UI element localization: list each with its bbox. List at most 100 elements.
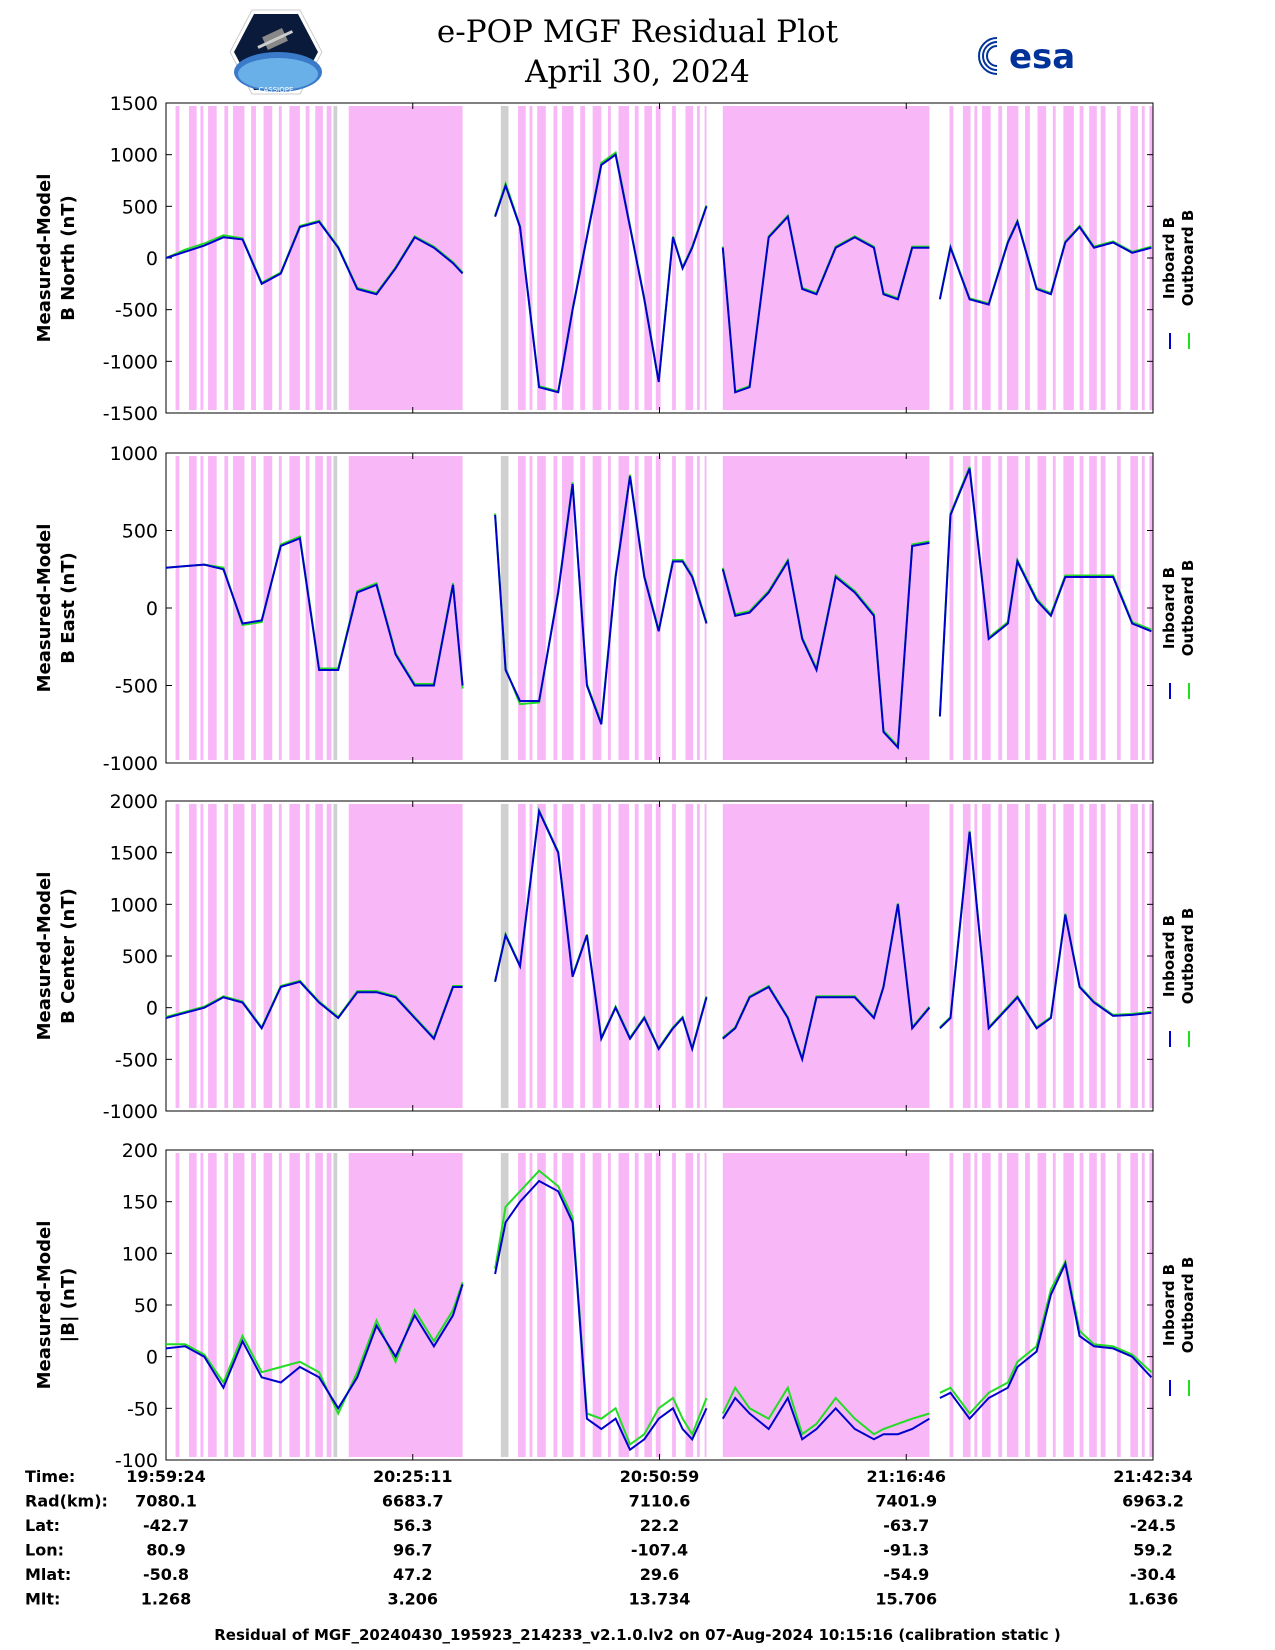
shade-band (1037, 804, 1047, 1108)
shade-band (1116, 456, 1121, 760)
y-tick-label: 1500 (110, 93, 158, 115)
shade-band (655, 804, 661, 1108)
shade-band (1025, 1153, 1030, 1457)
shade-band (200, 106, 204, 410)
shade-band (672, 804, 676, 1108)
shade-band (1025, 804, 1030, 1108)
y-tick-label: 2000 (110, 791, 158, 813)
shade-band (263, 804, 273, 1108)
shade-band (1063, 804, 1074, 1108)
x-tick-label-lat: 22.2 (640, 1516, 679, 1535)
shade-band (634, 1153, 639, 1457)
shade-band (529, 106, 533, 410)
shade-band (644, 1153, 652, 1457)
inboard-series-line (494, 807, 708, 1053)
shade-band (200, 456, 204, 760)
x-tick-label-time: 20:25:11 (373, 1467, 453, 1486)
shade-band (685, 1153, 694, 1457)
shade-band (326, 1153, 332, 1457)
shade-band (200, 804, 204, 1108)
x-tick-label-lat: 56.3 (393, 1516, 432, 1535)
shade-band (634, 804, 639, 1108)
shade-band (607, 456, 611, 760)
shade-band (1141, 804, 1145, 1108)
shade-band (685, 804, 694, 1108)
x-tick-label-mlt: 13.734 (629, 1590, 691, 1609)
shade-band (278, 1153, 282, 1457)
shade-band (251, 106, 256, 410)
shade-band (685, 106, 694, 410)
x-tick-label-mlt: 3.206 (387, 1590, 438, 1609)
shade-band (232, 456, 245, 760)
shade-band (326, 106, 332, 410)
shade-band (696, 804, 700, 1108)
shade-band (175, 804, 180, 1108)
shade-band (518, 456, 526, 760)
chart-title: e-POP MGF Residual Plot (436, 14, 839, 50)
shade-band (278, 106, 282, 410)
shade-band (315, 106, 323, 410)
y-tick-label: 1000 (110, 145, 158, 167)
y-axis-label: Measured-Model B North (nT) (34, 174, 79, 343)
x-tick-label-mlat: 47.2 (393, 1565, 432, 1584)
shade-band (1006, 804, 1019, 1108)
legend-label-outboard: Outboard B (1179, 560, 1197, 657)
shade-band (1089, 1153, 1097, 1457)
shade-band (1063, 106, 1074, 410)
shade-band (224, 106, 229, 410)
shade-band (232, 1153, 245, 1457)
outboard-series-line (166, 1281, 464, 1416)
shade-band (1079, 106, 1084, 410)
gap-band (333, 456, 338, 760)
shade-band (518, 1153, 526, 1457)
shade-band (1006, 456, 1019, 760)
shade-band (998, 456, 1003, 760)
inboard-series-line (494, 152, 708, 394)
shade-band (537, 1153, 546, 1457)
shade-band (704, 456, 707, 760)
x-tick-label-lon: -107.4 (631, 1541, 688, 1560)
shade-band (1130, 456, 1138, 760)
shade-band (1141, 106, 1145, 410)
y-tick-label: 0 (146, 1347, 158, 1369)
axis-row-label: Lon: (25, 1541, 64, 1560)
shade-band (696, 456, 700, 760)
shade-band (592, 804, 602, 1108)
shade-band (1141, 456, 1145, 760)
axis-row-label: Lat: (25, 1516, 60, 1535)
shade-band (1052, 804, 1056, 1108)
shade-band (1100, 804, 1106, 1108)
shade-band (607, 1153, 611, 1457)
shade-band (326, 804, 332, 1108)
shade-band (982, 804, 991, 1108)
y-tick-label: 0 (146, 598, 158, 620)
shade-band (562, 456, 574, 760)
shade-band (974, 456, 978, 760)
shade-band (644, 456, 652, 760)
shade-band (305, 804, 310, 1108)
x-tick-label-mlat: -54.9 (883, 1565, 929, 1584)
x-tick-label-lat: -63.7 (883, 1516, 929, 1535)
shade-band (553, 804, 558, 1108)
shade-band (618, 1153, 630, 1457)
shade-band (1079, 456, 1084, 760)
shade-band (685, 456, 694, 760)
shade-band (326, 456, 332, 760)
shade-band (224, 804, 229, 1108)
shade-band (1079, 804, 1084, 1108)
gap-band (500, 106, 509, 410)
esa-logo: esa (977, 34, 1097, 82)
x-tick-label-rad: 6963.2 (1122, 1492, 1184, 1511)
legend-label-inboard: Inboard B (1160, 915, 1178, 997)
shade-band (289, 804, 300, 1108)
shade-band (672, 1153, 676, 1457)
shade-band (607, 804, 611, 1108)
y-tick-label: 100 (122, 1243, 158, 1265)
shade-band (224, 456, 229, 760)
shade-band (696, 106, 700, 410)
y-tick-label: -500 (115, 300, 158, 322)
shade-band (634, 456, 639, 760)
shade-band (553, 106, 558, 410)
shade-band (1037, 106, 1047, 410)
